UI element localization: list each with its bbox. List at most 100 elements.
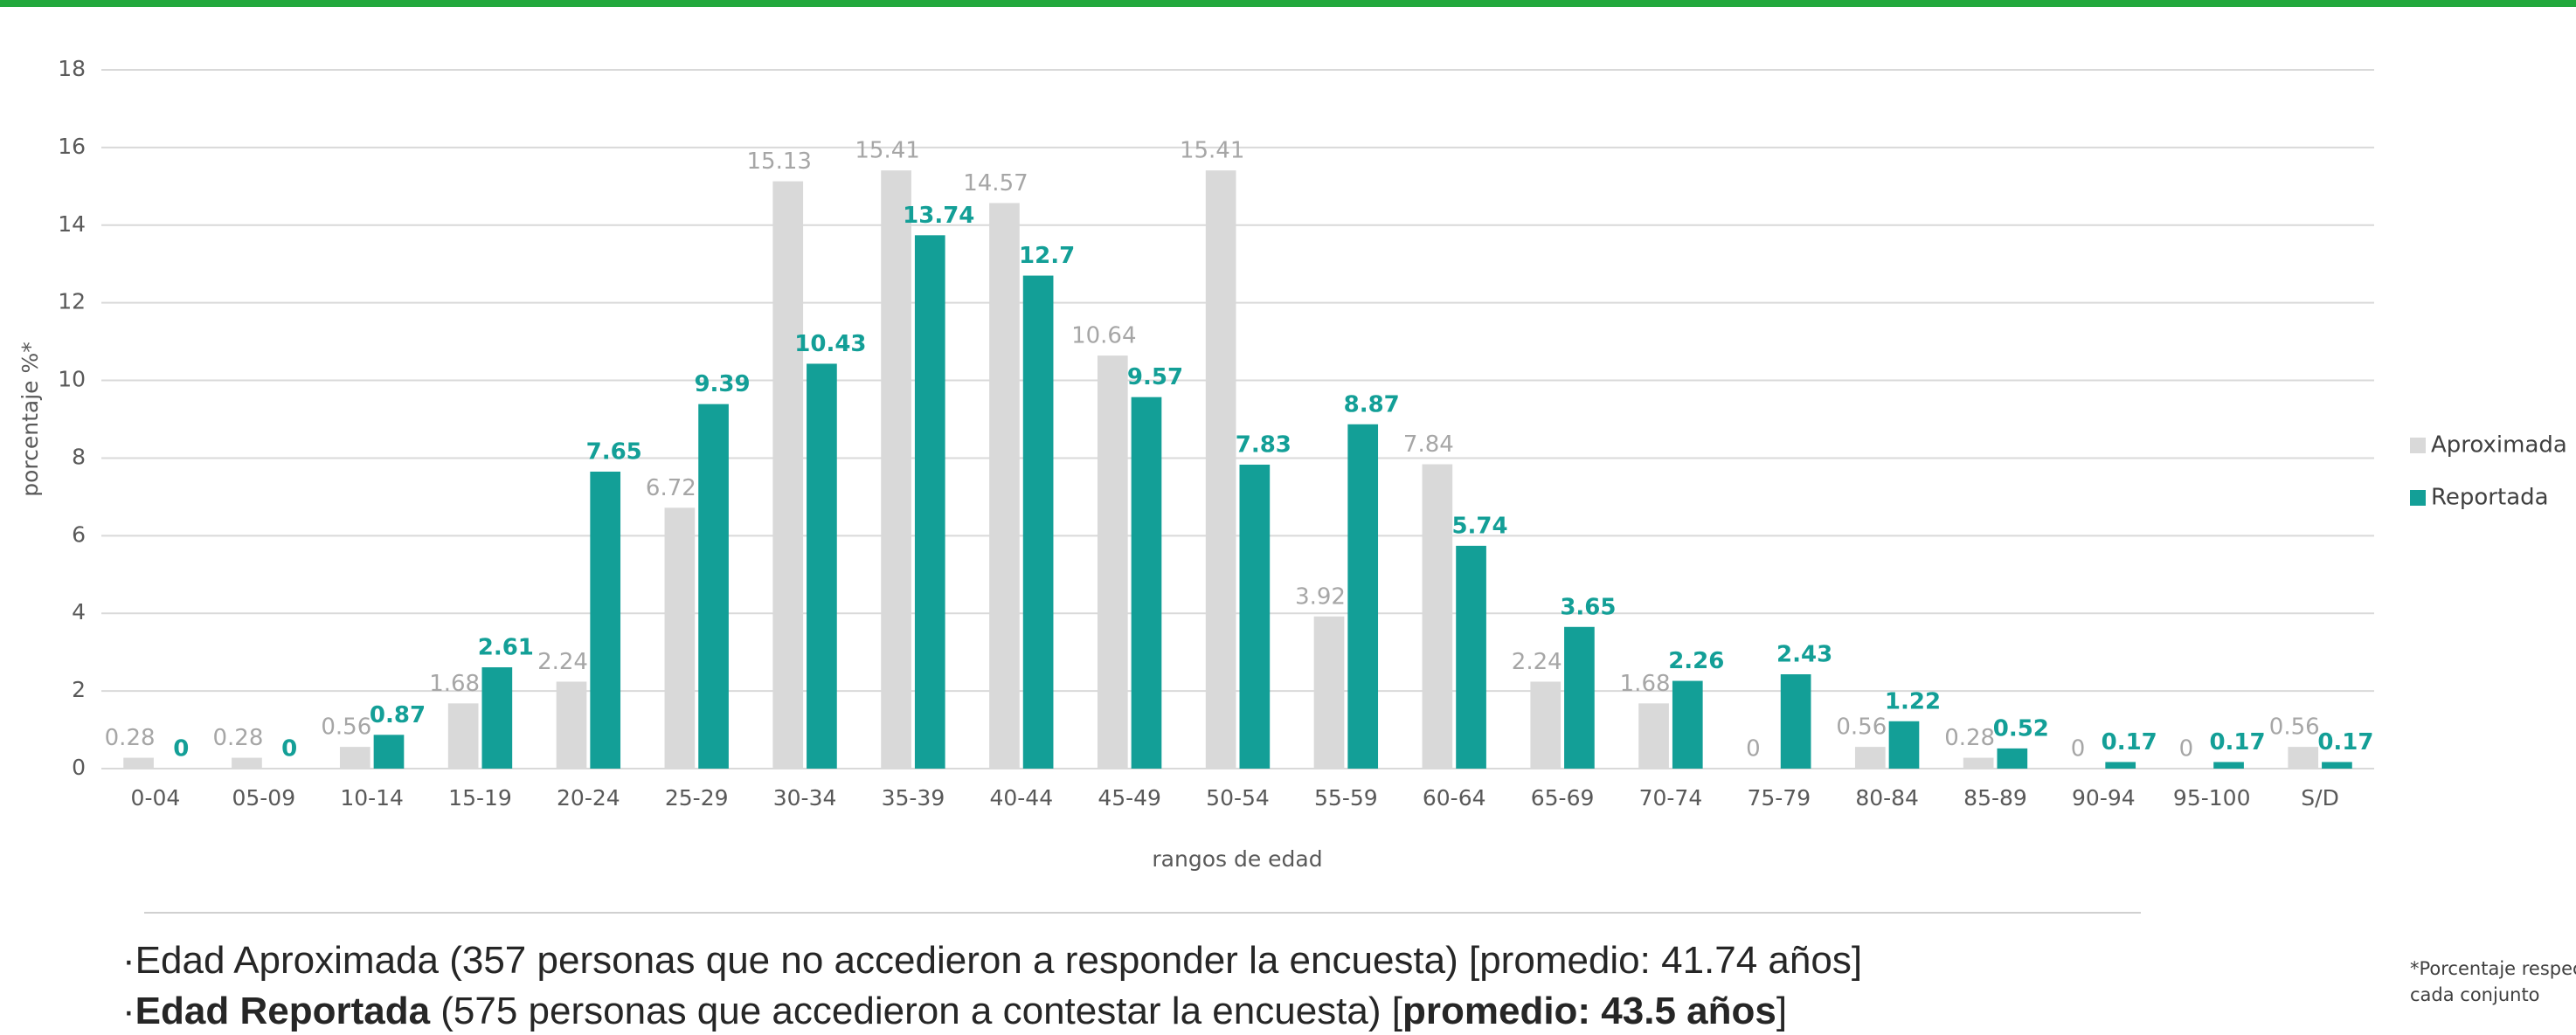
x-tick-label: 80-84 [1855,785,1919,811]
footnote: *Porcentaje respecto del total d [2410,958,2576,979]
bar [1780,674,1811,769]
data-label: 0.17 [2317,729,2373,756]
note-segment: · [122,990,135,1032]
bar [881,170,911,769]
x-tick-label: 30-34 [773,785,837,811]
note: ·Edad Reportada (575 personas que accedi… [122,990,1787,1032]
bar [1313,616,1345,769]
y-tick-label: 8 [72,444,86,469]
bar [590,472,621,769]
data-label: 9.57 [1127,364,1183,390]
bar [1422,464,1453,769]
footnote: cada conjunto [2410,984,2540,1005]
bar [772,181,804,769]
data-label: 2.43 [1776,642,1832,668]
bar [1097,355,1128,769]
note-segment: (575 personas que accedieron a contestar… [430,990,1402,1032]
bar [2213,762,2244,769]
note-segment: promedio: 43.5 años [1402,990,1776,1032]
bar [1530,681,1562,769]
data-label: 0.56 [2269,714,2320,741]
x-tick-label: 15-19 [448,785,512,811]
x-tick-label: 35-39 [882,785,945,811]
x-tick-label: 45-49 [1098,785,1161,811]
bar [123,757,154,769]
y-tick-label: 10 [58,367,86,392]
x-tick-label: 85-89 [1963,785,2027,811]
data-label: 0.28 [213,725,264,751]
data-label: 10.64 [1071,323,1136,349]
data-label: 7.84 [1403,431,1454,458]
data-label: 3.92 [1295,583,1346,610]
data-label: 2.24 [537,649,588,675]
top-bar [0,0,2576,7]
data-label: 2.24 [1512,649,1562,675]
bar [2105,762,2136,769]
x-tick-label: 25-29 [665,785,729,811]
x-tick-label: S/D [2301,785,2339,811]
data-label: 0 [281,736,297,762]
x-tick-label: 70-74 [1639,785,1703,811]
bar [664,507,696,769]
x-tick-label: 05-09 [232,785,295,811]
legend-label: Reportada [2431,485,2549,511]
y-axis-title: porcentaje %* [17,342,43,497]
data-label: 0.17 [2102,729,2157,756]
data-label: 1.68 [1620,671,1671,697]
data-label: 0 [2179,736,2194,762]
data-label: 15.41 [855,138,919,164]
x-tick-label: 0-04 [131,785,181,811]
y-tick-label: 18 [58,56,86,81]
data-label: 6.72 [646,475,696,501]
note-segment: ] [1776,990,1787,1032]
bar [1347,424,1379,769]
data-label: 0.28 [1944,725,1995,751]
data-label: 15.41 [1180,138,1244,164]
y-tick-label: 4 [72,599,86,624]
data-label: 0.52 [1993,715,2049,742]
x-tick-label: 95-100 [2173,785,2251,811]
bar [698,404,729,769]
data-label: 5.74 [1451,513,1507,539]
data-label: 7.83 [1236,432,1291,459]
data-label: 15.13 [747,148,812,175]
y-tick-label: 2 [72,677,86,702]
y-tick-label: 16 [58,134,86,159]
bar [1022,275,1054,769]
data-label: 12.7 [1019,243,1075,269]
bar [1131,397,1162,769]
x-tick-label: 65-69 [1531,785,1595,811]
x-tick-label: 60-64 [1423,785,1486,811]
data-label: 7.65 [586,439,642,466]
bar [989,203,1020,769]
data-label: 1.68 [429,671,480,697]
y-tick-label: 6 [72,521,86,547]
data-label: 8.87 [1344,391,1400,417]
bar [1456,545,1486,769]
bar [373,735,405,769]
bar [1888,721,1920,769]
bar [2322,762,2352,769]
data-label: 0.56 [1836,714,1887,741]
x-tick-label: 40-44 [989,785,1053,811]
data-label: 0 [2071,736,2086,762]
data-label: 10.43 [794,331,866,357]
data-label: 0.87 [370,702,426,728]
bar [914,235,945,769]
bar [339,747,370,769]
x-tick-label: 20-24 [557,785,620,811]
x-tick-label: 90-94 [2072,785,2136,811]
x-tick-label: 55-59 [1314,785,1378,811]
data-label: 14.57 [963,170,1028,197]
bar [1205,170,1236,769]
note: ·Edad Aproximada (357 personas que no ac… [122,939,1862,982]
data-label: 2.26 [1668,648,1724,674]
x-tick-label: 10-14 [340,785,404,811]
data-label: 13.74 [903,203,974,229]
data-label: 9.39 [694,371,750,397]
data-label: 0.17 [2209,729,2265,756]
bar [1854,747,1886,769]
x-tick-label: 50-54 [1206,785,1270,811]
